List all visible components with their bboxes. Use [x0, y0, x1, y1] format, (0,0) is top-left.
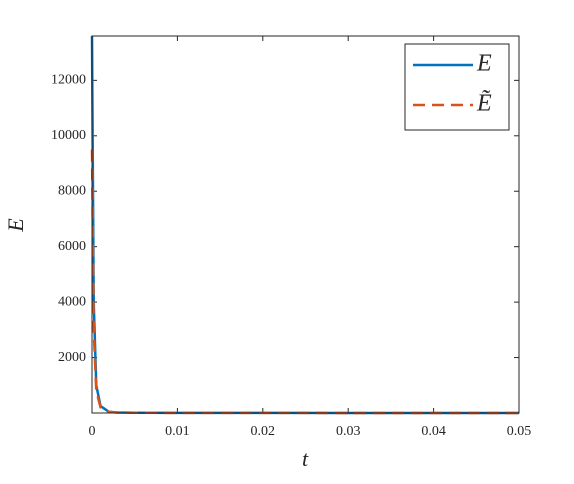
legend-label: E [476, 51, 492, 77]
legend-box [404, 43, 510, 131]
x-tick-label: 0.05 [507, 424, 532, 439]
y-tick-label: 12000 [51, 73, 86, 88]
y-tick-label: 8000 [58, 183, 86, 198]
legend-label: Ẽ [476, 91, 492, 117]
x-axis-label: t [302, 446, 309, 471]
y-tick-label: 4000 [58, 294, 86, 309]
y-axis-label: E [3, 218, 28, 233]
axes-box [91, 35, 520, 414]
y-tick-label: 6000 [58, 239, 86, 254]
y-tick-label: 2000 [58, 350, 86, 365]
x-tick-label: 0.02 [251, 424, 276, 439]
y-tick-label: 10000 [51, 128, 86, 143]
x-tick-label: 0.01 [165, 424, 190, 439]
x-tick-label: 0.04 [421, 424, 446, 439]
x-tick-label: 0.03 [336, 424, 361, 439]
x-tick-label: 0 [89, 424, 96, 439]
